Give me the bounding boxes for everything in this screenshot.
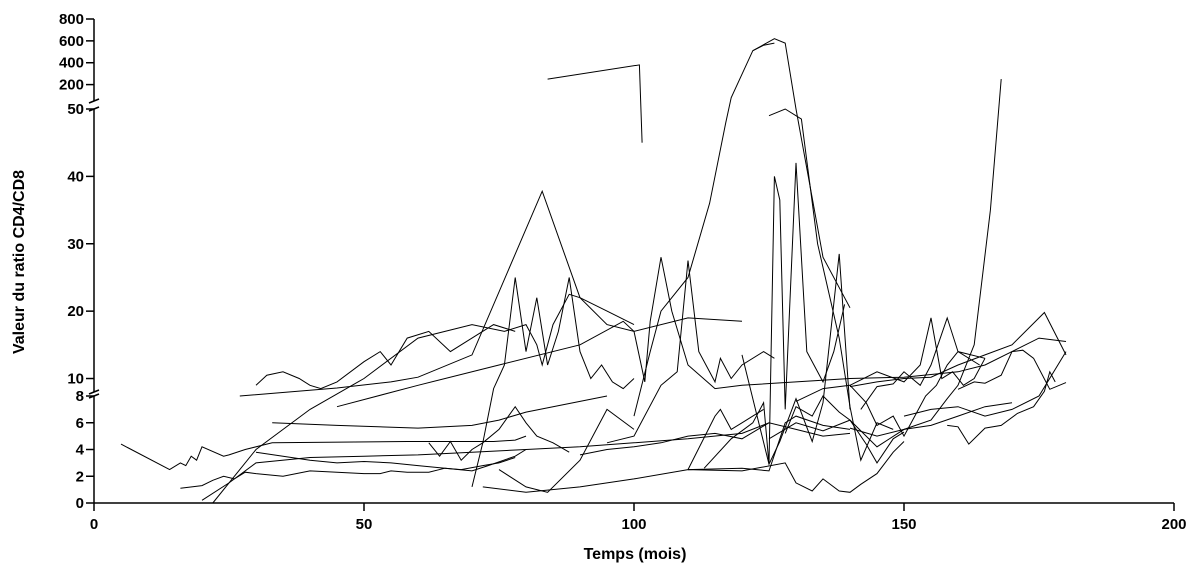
series-line-8 — [239, 189, 743, 397]
series-line-33 — [849, 311, 1067, 388]
series-line-12 — [482, 441, 905, 493]
x-tick-label: 150 — [891, 516, 916, 533]
y-axis-title: Valeur du ratio CD4/CD8 — [11, 170, 28, 354]
series-line-29 — [860, 316, 980, 410]
series-line-27 — [849, 351, 986, 438]
series-line-28 — [849, 79, 1002, 437]
x-tick-label: 0 — [90, 516, 98, 533]
y-tick-label: 200 — [59, 77, 84, 94]
y-tick-label: 50 — [67, 101, 84, 118]
series-line-30 — [903, 351, 1067, 417]
series-line-19 — [687, 415, 851, 472]
y-axis-break-mark — [88, 106, 100, 112]
y-tick-label: 10 — [67, 371, 84, 388]
y-tick-label: 600 — [59, 33, 84, 50]
axis-layer: 0 50 100 150 200 0 2 4 6 810 20 30 40 50 200 400 600 800 — [59, 11, 1187, 533]
y-tick-label: 20 — [67, 303, 84, 320]
series-line-10 — [428, 405, 570, 462]
series-line-32 — [957, 349, 1067, 390]
series-line-14 — [547, 64, 643, 143]
series-line-11 — [471, 277, 635, 488]
series-line-17 — [633, 42, 775, 417]
series-line-16 — [606, 260, 775, 444]
y-tick-label: 6 — [76, 415, 84, 432]
y-axis-break-mark — [88, 389, 100, 395]
series-line-31 — [947, 370, 1056, 445]
x-axis-title: Temps (mois) — [584, 546, 687, 563]
y-tick-label: 800 — [59, 11, 84, 28]
y-tick-label: 30 — [67, 236, 84, 253]
series-line-7 — [272, 395, 608, 429]
series-line-22 — [752, 38, 851, 309]
y-axis-break-mark — [88, 393, 100, 399]
x-tick-label: 200 — [1161, 516, 1186, 533]
series-line-5 — [255, 451, 516, 471]
series-line-26 — [795, 317, 986, 402]
y-axis-break-mark — [88, 98, 100, 104]
y-tick-label: 2 — [76, 468, 84, 485]
series-line-6 — [255, 324, 516, 390]
series-line-1 — [120, 435, 527, 471]
series-line-20 — [703, 162, 846, 469]
y-tick-label: 4 — [76, 442, 85, 459]
y-tick-label: 0 — [76, 495, 84, 512]
x-tick-label: 50 — [356, 516, 373, 533]
y-tick-label: 8 — [76, 388, 84, 405]
y-tick-label: 400 — [59, 55, 84, 72]
series-line-2 — [180, 449, 527, 489]
y-tick-label: 40 — [67, 168, 84, 185]
series-line-4 — [212, 293, 635, 504]
series-layer — [120, 38, 1067, 504]
series-line-9 — [336, 257, 1067, 408]
series-line-3 — [201, 422, 770, 501]
series-line-13 — [498, 408, 635, 493]
series-line-18 — [687, 408, 764, 470]
series-line-23 — [768, 108, 894, 462]
series-line-15 — [579, 422, 851, 456]
series-line-25 — [784, 395, 905, 464]
series-line-21 — [741, 253, 851, 466]
x-tick-label: 100 — [621, 516, 646, 533]
